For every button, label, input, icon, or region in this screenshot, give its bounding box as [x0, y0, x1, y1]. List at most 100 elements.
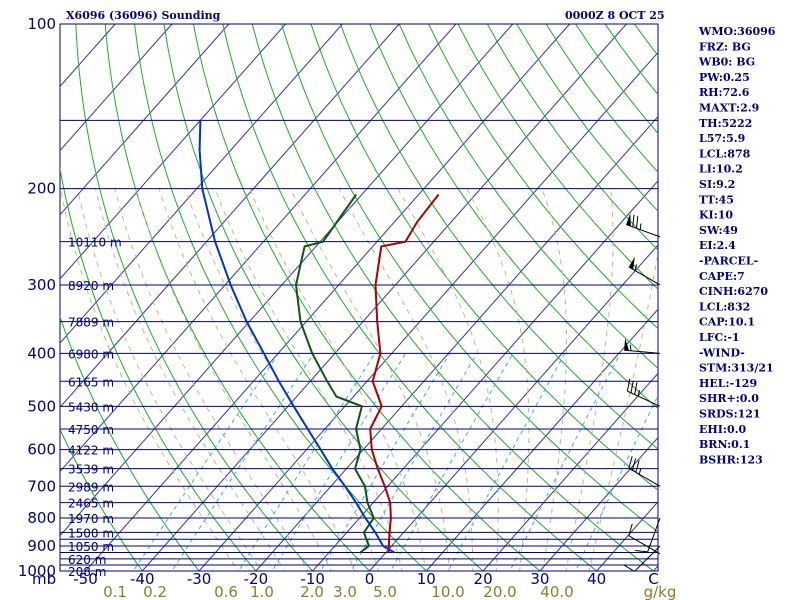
dry-adiabat-line — [457, 24, 658, 290]
valid-time: 0000Z 8 OCT 25 — [565, 9, 665, 22]
isotherm-line — [482, 372, 658, 571]
index-line: EHI:0.0 — [699, 423, 746, 436]
wind-barb — [626, 213, 661, 238]
mixing-ratio-label: 2.0 — [300, 583, 324, 600]
height-label: 7889 m — [68, 316, 114, 330]
dry-adiabat-line — [281, 24, 658, 533]
temp-label-20: 20 — [474, 570, 493, 588]
temp-label--30: -30 — [187, 570, 212, 588]
isotherm-line — [60, 24, 343, 344]
index-line: TT:45 — [699, 193, 734, 206]
pressure-label-100: 100 — [27, 15, 56, 33]
wind-barb — [623, 545, 661, 572]
wind-barb-segment — [628, 467, 661, 487]
temp-label--50: -50 — [73, 570, 98, 588]
height-label: 6980 m — [68, 347, 114, 361]
temperature-line — [369, 193, 440, 553]
index-line: BRN:0.1 — [699, 438, 750, 451]
dewpoint-line — [294, 193, 375, 554]
height-label: 208 m — [68, 565, 106, 579]
wind-barb — [635, 517, 661, 553]
dry-adiabat-line — [486, 24, 658, 251]
height-label: 1050 m — [68, 540, 114, 554]
indices-panel: WMO:36096 FRZ: BG WB0: BG PW:0.25 RH:72.6 MAX… — [698, 25, 776, 466]
mixing-ratio-label: 40.0 — [540, 583, 573, 600]
mixing-ratio-line — [132, 353, 280, 571]
dry-adiabat-line — [60, 428, 143, 571]
dry-adiabat-line — [369, 24, 658, 410]
dry-adiabat-line — [251, 24, 655, 571]
wind-barb-segment — [634, 382, 638, 395]
isotherm-line — [85, 24, 570, 571]
height-label: 10110 m — [68, 236, 122, 250]
wind-barb — [626, 378, 661, 407]
temp-label--20: -20 — [244, 570, 269, 588]
moist-adiabat-line — [114, 188, 309, 571]
isotherm-line — [60, 24, 230, 216]
index-line: SI:9.2 — [699, 178, 735, 191]
wind-barb-flag — [628, 256, 635, 270]
wind-barb — [624, 338, 661, 354]
index-line: WB0: BG — [698, 56, 755, 69]
isotherm-line — [312, 180, 658, 571]
wind-barb-segment — [630, 380, 634, 393]
index-line: -WIND- — [699, 346, 745, 359]
height-label: 6165 m — [68, 375, 114, 389]
moist-adiabat-line — [214, 188, 403, 571]
wind-barb-segment — [631, 458, 637, 471]
index-line: LCL:832 — [699, 300, 750, 313]
wind-barb-segment — [639, 223, 642, 230]
index-line: LI:10.2 — [699, 163, 743, 176]
isotherm-line — [369, 244, 658, 571]
index-line: KI:10 — [699, 209, 733, 222]
dry-adiabat-line — [60, 166, 257, 571]
temp-label-40: 40 — [587, 570, 606, 588]
isotherm-line — [425, 308, 658, 571]
index-line: CAP:10.1 — [699, 316, 755, 329]
index-line: SW:49 — [699, 224, 738, 237]
unit-label: mb — [32, 570, 56, 588]
isotherm-line — [60, 24, 514, 537]
isotherm-line — [198, 51, 658, 571]
wind-barb-segment — [635, 550, 648, 553]
moist-adiabat-line — [565, 188, 614, 571]
moist-adiabat-line — [397, 188, 499, 571]
dry-adiabat-line — [192, 24, 541, 571]
index-line: CINH:6270 — [699, 285, 768, 298]
moist-adiabat-line — [466, 188, 530, 571]
moist-adiabat-line — [588, 249, 658, 571]
pressure-label-500: 500 — [27, 397, 56, 415]
dry-adiabat-line — [398, 24, 658, 370]
moist-adiabat-line — [77, 188, 262, 571]
dry-adiabat-line — [310, 24, 658, 491]
pressure-label-1000: 1000 — [18, 562, 56, 580]
mixing-ratio-line — [574, 394, 658, 571]
wind-barb-segment — [628, 523, 633, 536]
mixing-ratio-line — [238, 353, 376, 571]
background-lines — [60, 24, 658, 571]
index-line: TH:5222 — [699, 117, 752, 130]
plot-area — [59, 23, 659, 572]
wind-barb-flag — [626, 213, 631, 227]
dry-adiabat-line — [428, 24, 658, 330]
dry-adiabat-line — [222, 24, 598, 571]
temp-label--40: -40 — [130, 570, 155, 588]
wind-barb-segment — [623, 564, 635, 572]
temp-label-0: 0 — [365, 570, 375, 588]
mixing-ratio-label: 10.0 — [431, 583, 464, 600]
moist-adiabat-line — [541, 188, 567, 571]
pressure-label-700: 700 — [27, 477, 56, 495]
mixing-ratio-label: 0.1 — [103, 583, 127, 600]
wind-barb-segment — [624, 349, 661, 354]
height-label: 8920 m — [68, 279, 114, 293]
index-line: HEL:-129 — [699, 377, 757, 390]
wind-barb — [628, 523, 661, 555]
mixing-ratio-label: 0.2 — [143, 583, 167, 600]
index-line: SHR+:0.0 — [699, 392, 759, 405]
height-label: 2465 m — [68, 497, 114, 511]
isotherm-line — [60, 24, 173, 152]
station-title: X6096 (36096) Sounding — [66, 9, 221, 22]
pressure-label-200: 200 — [27, 180, 56, 198]
height-label: 4122 m — [68, 444, 114, 458]
height-label: 5430 m — [68, 400, 114, 414]
